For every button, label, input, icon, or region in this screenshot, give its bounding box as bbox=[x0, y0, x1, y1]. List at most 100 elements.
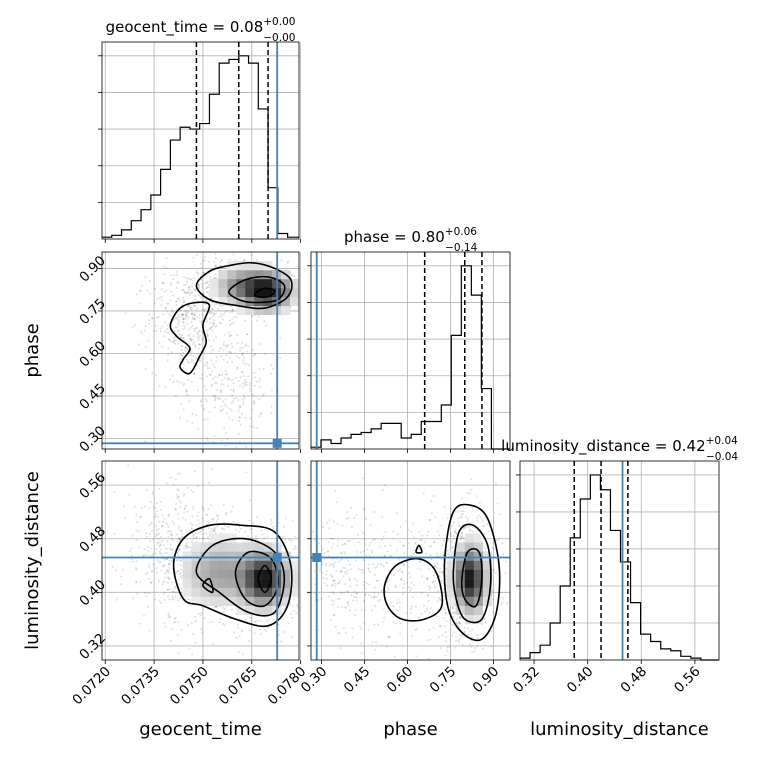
sample-point bbox=[211, 349, 214, 351]
sample-point bbox=[470, 488, 473, 491]
sample-point bbox=[223, 521, 225, 524]
sample-point bbox=[170, 548, 173, 551]
sample-point bbox=[435, 615, 438, 618]
sample-point bbox=[171, 595, 174, 598]
sample-point bbox=[332, 614, 335, 617]
sample-point bbox=[402, 579, 405, 582]
sample-point bbox=[308, 599, 310, 601]
sample-point bbox=[195, 619, 198, 622]
sample-point bbox=[439, 599, 442, 602]
sample-point bbox=[427, 696, 429, 698]
sample-point bbox=[419, 671, 421, 673]
xtick-label-phase: 0.45 bbox=[341, 664, 374, 697]
sample-point bbox=[208, 318, 211, 321]
sample-point bbox=[340, 606, 343, 609]
sample-point bbox=[205, 362, 208, 365]
sample-point bbox=[178, 324, 180, 327]
panel-geocent_time-vs-luminosity_distance-content bbox=[102, 461, 310, 660]
sample-point bbox=[250, 254, 253, 257]
sample-point bbox=[306, 574, 308, 576]
sample-point bbox=[209, 327, 212, 330]
sample-point bbox=[262, 367, 265, 370]
sample-point bbox=[183, 547, 186, 550]
sample-point bbox=[309, 631, 311, 633]
sample-point bbox=[256, 319, 258, 322]
sample-point bbox=[451, 623, 454, 626]
sample-point bbox=[212, 643, 215, 645]
density-cell bbox=[455, 560, 465, 570]
sample-point bbox=[392, 605, 395, 607]
sample-point bbox=[156, 316, 159, 319]
sample-point bbox=[263, 320, 266, 323]
sample-point bbox=[445, 640, 448, 643]
sample-point bbox=[198, 334, 201, 337]
sample-point bbox=[279, 640, 282, 643]
sample-point bbox=[365, 517, 368, 520]
sample-point bbox=[402, 544, 405, 547]
sample-point bbox=[168, 338, 171, 340]
sample-point bbox=[184, 327, 186, 330]
sample-point bbox=[228, 407, 231, 410]
sample-point bbox=[167, 331, 170, 334]
sample-point bbox=[200, 313, 203, 316]
sample-point bbox=[451, 545, 454, 548]
sample-point bbox=[174, 507, 177, 510]
sample-point bbox=[213, 606, 216, 609]
sample-point bbox=[427, 585, 430, 588]
sample-point bbox=[174, 591, 177, 594]
sample-point bbox=[232, 390, 235, 393]
density-cell bbox=[218, 287, 228, 298]
sample-point bbox=[380, 564, 383, 567]
density-cell bbox=[281, 287, 291, 298]
sample-point bbox=[364, 609, 367, 612]
density-cell bbox=[482, 569, 493, 579]
sample-point bbox=[229, 324, 231, 327]
sample-point bbox=[178, 329, 181, 332]
sample-point bbox=[330, 537, 333, 540]
sample-point bbox=[170, 533, 173, 536]
sample-point bbox=[206, 334, 209, 337]
sample-point bbox=[400, 578, 403, 581]
sample-point bbox=[230, 401, 233, 404]
sample-point bbox=[340, 592, 343, 594]
sample-point bbox=[383, 616, 386, 619]
sample-point bbox=[253, 353, 256, 356]
sample-point bbox=[244, 319, 247, 322]
sample-point bbox=[375, 566, 378, 568]
density-cell bbox=[218, 596, 228, 606]
sample-point bbox=[423, 610, 426, 613]
sample-point bbox=[167, 612, 170, 615]
sample-point bbox=[135, 513, 138, 516]
sample-point bbox=[190, 380, 193, 383]
sample-point bbox=[223, 607, 226, 610]
sample-point bbox=[147, 323, 150, 325]
sample-point bbox=[170, 290, 173, 293]
sample-point bbox=[441, 634, 444, 637]
sample-point bbox=[150, 521, 153, 524]
density-cell bbox=[446, 578, 456, 588]
density-cell bbox=[245, 542, 255, 552]
contour-line bbox=[172, 523, 293, 628]
sample-point bbox=[206, 280, 209, 283]
sample-point bbox=[239, 376, 242, 379]
sample-point bbox=[259, 619, 262, 622]
sample-point bbox=[208, 300, 211, 303]
sample-point bbox=[231, 378, 234, 381]
sample-point bbox=[182, 337, 185, 340]
sample-point bbox=[235, 636, 238, 639]
sample-point bbox=[222, 349, 225, 352]
sample-point bbox=[344, 543, 347, 546]
sample-point bbox=[308, 588, 310, 590]
sample-point bbox=[148, 554, 151, 557]
sample-point bbox=[205, 317, 208, 320]
sample-point bbox=[166, 523, 169, 526]
sample-point bbox=[184, 309, 186, 312]
density-cell bbox=[218, 560, 228, 570]
sample-point bbox=[410, 605, 413, 608]
sample-point bbox=[220, 439, 223, 442]
sample-point bbox=[169, 476, 172, 479]
sample-point bbox=[340, 552, 343, 555]
sample-point bbox=[172, 311, 175, 313]
sample-point bbox=[203, 310, 206, 312]
